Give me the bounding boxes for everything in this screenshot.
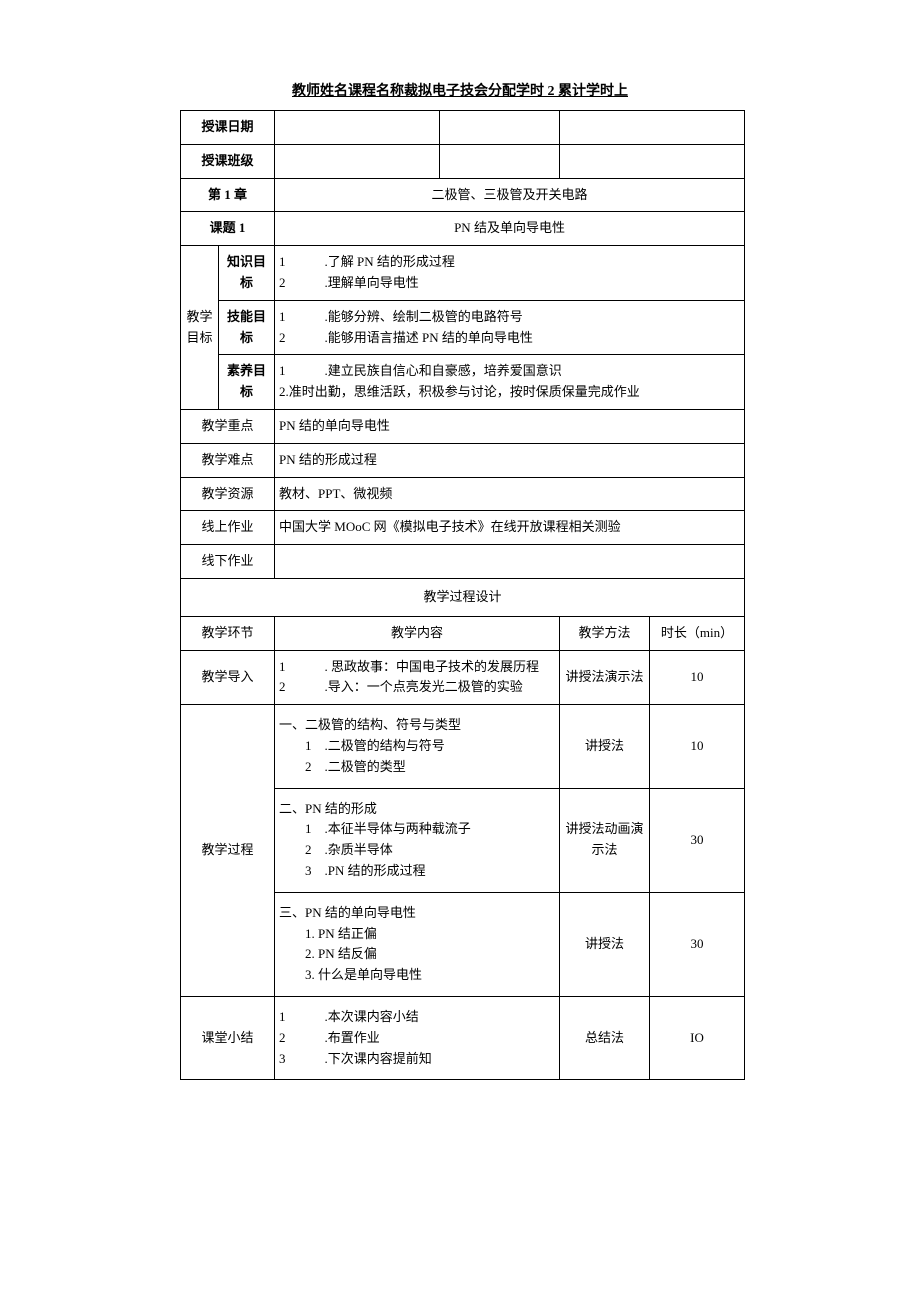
- date-label: 授课日期: [181, 111, 275, 145]
- difficulty-content: PN 结的形成过程: [275, 443, 745, 477]
- step-duration: 10: [650, 705, 745, 788]
- step-method: 讲授法演示法: [560, 650, 650, 705]
- table-row: 教学环节 教学内容 教学方法 时长（min）: [181, 616, 745, 650]
- date-cell-3: [560, 111, 745, 145]
- step-duration: IO: [650, 996, 745, 1079]
- table-row: 课堂小结 1 .本次课内容小结 2 .布置作业 3 .下次课内容提前知 总结法 …: [181, 996, 745, 1079]
- knowledge-content: 1 .了解 PN 结的形成过程 2 .理解单向导电性: [275, 246, 745, 301]
- table-row: 第 1 章 二极管、三极管及开关电路: [181, 178, 745, 212]
- table-row: 线下作业: [181, 545, 745, 579]
- step-content: 三、PN 结的单向导电性 1. PN 结正偏 2. PN 结反偏 3. 什么是单…: [275, 892, 560, 996]
- offline-content: [275, 545, 745, 579]
- topic-label: 课题 1: [181, 212, 275, 246]
- table-row: 授课班级: [181, 144, 745, 178]
- skill-label: 技能目标: [219, 300, 275, 355]
- table-row: 技能目标 1 .能够分辨、绘制二极管的电路符号 2 .能够用语言描述 PN 结的…: [181, 300, 745, 355]
- class-cell-1: [275, 144, 440, 178]
- step-duration: 30: [650, 788, 745, 892]
- step-content: 二、PN 结的形成 1 .本征半导体与两种载流子 2 .杂质半导体 3 .PN …: [275, 788, 560, 892]
- key-label: 教学重点: [181, 409, 275, 443]
- table-row: 课题 1 PN 结及单向导电性: [181, 212, 745, 246]
- resource-content: 教材、PPT、微视频: [275, 477, 745, 511]
- step-name: 教学过程: [181, 705, 275, 997]
- step-label: 教学环节: [181, 616, 275, 650]
- step-method: 讲授法: [560, 705, 650, 788]
- online-content: 中国大学 MOoC 网《模拟电子技术》在线开放课程相关测验: [275, 511, 745, 545]
- content-label: 教学内容: [275, 616, 560, 650]
- class-cell-3: [560, 144, 745, 178]
- quality-content: 1 .建立民族自信心和自豪感，培养爱国意识 2.准时出勤，思维活跃，积极参与讨论…: [275, 355, 745, 410]
- date-cell-1: [275, 111, 440, 145]
- step-name: 课堂小结: [181, 996, 275, 1079]
- step-content: 一、二极管的结构、符号与类型 1 .二极管的结构与符号 2 .二极管的类型: [275, 705, 560, 788]
- method-label: 教学方法: [560, 616, 650, 650]
- step-duration: 10: [650, 650, 745, 705]
- table-row: 授课日期: [181, 111, 745, 145]
- skill-content: 1 .能够分辨、绘制二极管的电路符号 2 .能够用语言描述 PN 结的单向导电性: [275, 300, 745, 355]
- step-content: 1 . 思政故事：中国电子技术的发展历程 2 .导入：一个点亮发光二极管的实验: [275, 650, 560, 705]
- step-method: 总结法: [560, 996, 650, 1079]
- process-design-header: 教学过程设计: [181, 578, 745, 616]
- difficulty-label: 教学难点: [181, 443, 275, 477]
- step-method: 讲授法动画演示法: [560, 788, 650, 892]
- table-row: 线上作业 中国大学 MOoC 网《模拟电子技术》在线开放课程相关测验: [181, 511, 745, 545]
- class-label: 授课班级: [181, 144, 275, 178]
- table-row: 教学资源 教材、PPT、微视频: [181, 477, 745, 511]
- table-row: 教学导入 1 . 思政故事：中国电子技术的发展历程 2 .导入：一个点亮发光二极…: [181, 650, 745, 705]
- duration-label: 时长（min）: [650, 616, 745, 650]
- table-row: 教学重点 PN 结的单向导电性: [181, 409, 745, 443]
- step-duration: 30: [650, 892, 745, 996]
- chapter-content: 二极管、三极管及开关电路: [275, 178, 745, 212]
- key-content: PN 结的单向导电性: [275, 409, 745, 443]
- teach-goal-label: 教学目标: [181, 246, 219, 410]
- class-cell-2: [440, 144, 560, 178]
- online-label: 线上作业: [181, 511, 275, 545]
- lesson-plan-table: 授课日期 授课班级 第 1 章 二极管、三极管及开关电路 课题 1 PN 结及单…: [180, 110, 745, 1080]
- table-row: 教学目标 知识目标 1 .了解 PN 结的形成过程 2 .理解单向导电性: [181, 246, 745, 301]
- table-row: 素养目标 1 .建立民族自信心和自豪感，培养爱国意识 2.准时出勤，思维活跃，积…: [181, 355, 745, 410]
- resource-label: 教学资源: [181, 477, 275, 511]
- date-cell-2: [440, 111, 560, 145]
- table-row: 教学过程 一、二极管的结构、符号与类型 1 .二极管的结构与符号 2 .二极管的…: [181, 705, 745, 788]
- chapter-label: 第 1 章: [181, 178, 275, 212]
- step-name: 教学导入: [181, 650, 275, 705]
- table-row: 教学过程设计: [181, 578, 745, 616]
- step-content: 1 .本次课内容小结 2 .布置作业 3 .下次课内容提前知: [275, 996, 560, 1079]
- page-title: 教师姓名课程名称裁拟电子技会分配学时 2 累计学时上: [180, 80, 740, 100]
- offline-label: 线下作业: [181, 545, 275, 579]
- knowledge-label: 知识目标: [219, 246, 275, 301]
- table-row: 教学难点 PN 结的形成过程: [181, 443, 745, 477]
- step-method: 讲授法: [560, 892, 650, 996]
- topic-content: PN 结及单向导电性: [275, 212, 745, 246]
- quality-label: 素养目标: [219, 355, 275, 410]
